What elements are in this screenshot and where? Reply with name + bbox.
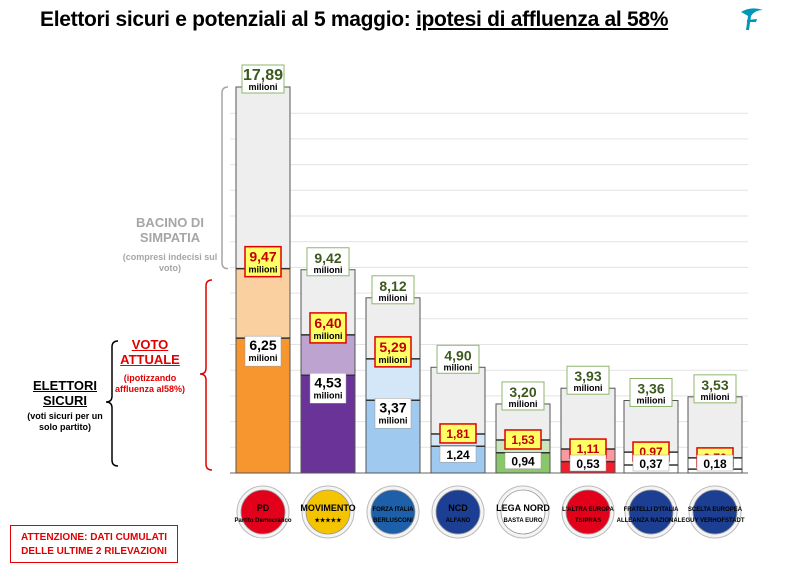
voto-label-box (244, 245, 282, 278)
unit-label: milioni (509, 399, 538, 409)
unit-label: milioni (314, 390, 343, 400)
voto-label: VOTO ATTUALE (120, 337, 180, 367)
sicuri-label-box (374, 398, 412, 429)
voto-value-label: 1,53 (511, 433, 535, 447)
voto-label-box (439, 423, 477, 444)
total-value-label: 17,89 (243, 67, 283, 84)
logo-subtext: ALFANO (446, 518, 471, 524)
total-value-label: 4,90 (444, 347, 471, 363)
total-label-box (371, 275, 415, 305)
sicuri-label-box (439, 445, 477, 463)
total-label-box (501, 381, 545, 411)
sicuri-label-box (244, 335, 282, 367)
total-label-box (629, 378, 673, 408)
unit-label: milioni (314, 331, 343, 341)
total-label-box (241, 64, 285, 94)
unit-label: milioni (249, 353, 278, 363)
unit-label: milioni (379, 415, 408, 425)
sicuri-label-box (632, 454, 670, 472)
logo-subtext: ALLEANZA NAZIONALE (617, 518, 686, 524)
fdi-logo-icon (628, 489, 674, 535)
unit-label: milioni (444, 362, 473, 372)
bacino-note: (compresi indecisi sul voto) (122, 252, 218, 273)
brand-logo-icon (741, 8, 763, 30)
unit-label: milioni (379, 355, 408, 365)
unit-label: milioni (637, 396, 666, 406)
voto-label-box (504, 429, 542, 450)
sicuri-value-label: 0,94 (511, 455, 535, 469)
total-value-label: 3,20 (509, 384, 536, 400)
voto-label-box (374, 336, 412, 368)
bar-voto (235, 268, 291, 339)
logo-text: FORZA ITALIA (373, 507, 415, 513)
logo-subtext: ★★★★★ (315, 517, 343, 524)
total-value-label: 3,53 (701, 377, 728, 393)
unit-label: milioni (249, 82, 278, 92)
elettori-bracket (105, 340, 119, 467)
logo-subtext: Partito Democratico (234, 518, 291, 524)
sc-logo-icon (692, 489, 738, 535)
voto-value-label: 6,40 (314, 315, 341, 331)
logo-subtext: GUY VERHOFSTADT (685, 518, 744, 524)
lega-logo-icon (500, 489, 546, 535)
bacino-bracket (221, 86, 229, 270)
logo-text: NCD (448, 503, 468, 513)
voto-value-label: 1,11 (577, 442, 600, 456)
logo-text: LEGA NORD (496, 503, 550, 513)
logo-text: PD (257, 503, 270, 513)
total-value-label: 3,93 (574, 368, 601, 384)
m5s-logo-icon (305, 489, 351, 535)
voto-value-label: 1,81 (446, 427, 470, 441)
page-title: Elettori sicuri e potenziali al 5 maggio… (40, 8, 669, 31)
sicuri-label-box (696, 454, 734, 472)
sicuri-value-label: 6,25 (249, 337, 276, 353)
sicuri-value-label: 0,53 (576, 457, 600, 471)
logo-text: SCELTA EUROPEA (688, 507, 743, 513)
logo-text: FRATELLI D'ITALIA (624, 507, 680, 513)
logo-subtext: BERLUSCONI (373, 518, 413, 524)
sicuri-label-box (504, 452, 542, 469)
unit-label: milioni (379, 293, 408, 303)
total-label-box (436, 344, 480, 374)
tsipras-logo-icon (565, 489, 611, 535)
sicuri-value-label: 3,37 (379, 399, 406, 415)
voto-value-label: 5,29 (379, 339, 406, 355)
sicuri-value-label: 0,37 (639, 457, 663, 471)
total-value-label: 3,36 (637, 381, 664, 397)
sicuri-value-label: 4,53 (314, 374, 341, 390)
elettori-label: ELETTORI SICURI (32, 378, 98, 408)
logo-text: MOVIMENTO (300, 503, 355, 513)
sicuri-label-box (569, 454, 607, 472)
logo-subtext: BASTA EURO (504, 518, 543, 524)
voto-note: (ipotizzando affluenza al58%) (114, 373, 186, 394)
bacino-label: BACINO DI SIMPATIA (136, 215, 204, 245)
pd-logo-icon (240, 489, 286, 535)
bar-bacino (430, 366, 486, 435)
voto-bracket (199, 279, 213, 471)
sicuri-label-box (309, 373, 347, 404)
warning-box: ATTENZIONE: DATI CUMULATI DELLE ULTIME 2… (10, 525, 178, 563)
total-label-box (693, 374, 737, 404)
unit-label: milioni (574, 383, 603, 393)
total-label-box (306, 247, 350, 277)
bar-bacino (235, 86, 291, 270)
unit-label: milioni (701, 392, 730, 402)
voto-value-label: 9,47 (249, 249, 276, 265)
fi-logo-icon (370, 489, 416, 535)
unit-label: milioni (249, 265, 278, 275)
voto-label-box (309, 312, 347, 344)
total-value-label: 8,12 (379, 278, 406, 294)
total-value-label: 9,42 (314, 250, 341, 266)
logo-text: L'ALTRA EUROPA (562, 507, 614, 513)
elettori-note: (voti sicuri per un solo partito) (27, 411, 103, 432)
total-label-box (566, 365, 610, 395)
sicuri-value-label: 0,18 (703, 457, 727, 471)
logo-subtext: TSIPRAS (575, 518, 601, 524)
unit-label: milioni (314, 265, 343, 275)
ncd-logo-icon (435, 489, 481, 535)
sicuri-value-label: 1,24 (446, 448, 470, 462)
